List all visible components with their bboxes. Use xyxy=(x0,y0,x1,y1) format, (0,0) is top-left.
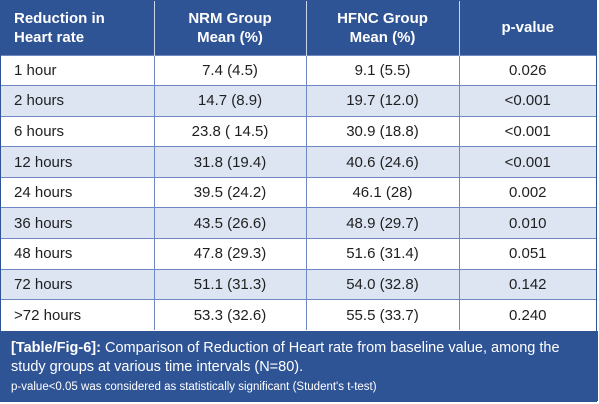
cell-time-interval: 6 hours xyxy=(1,115,155,147)
cell-hfnc-mean: 30.9 (18.8) xyxy=(306,115,460,147)
cell-p-value: 0.142 xyxy=(459,268,596,300)
table-caption: [Table/Fig-6]: Comparison of Reduction o… xyxy=(1,331,598,401)
cell-nrm-mean: 47.8 (29.3) xyxy=(154,238,307,270)
cell-time-interval: >72 hours xyxy=(1,299,155,331)
cell-p-value: 0.051 xyxy=(459,238,596,270)
cell-time-interval: 72 hours xyxy=(1,268,155,300)
data-table: Reduction in Heart rate NRM Group Mean (… xyxy=(1,1,596,331)
header-hfnc-group: HFNC Group Mean (%) xyxy=(306,1,460,55)
header-row: Reduction in Heart rate NRM Group Mean (… xyxy=(1,1,596,55)
table-row: 2 hours 14.7 (8.9) 19.7 (12.0) <0.001 xyxy=(1,85,596,117)
cell-p-value: 0.002 xyxy=(459,176,596,208)
cell-hfnc-mean: 40.6 (24.6) xyxy=(306,146,460,178)
cell-nrm-mean: 31.8 (19.4) xyxy=(154,146,307,178)
cell-p-value: <0.001 xyxy=(459,85,596,117)
table-row: 1 hour 7.4 (4.5) 9.1 (5.5) 0.026 xyxy=(1,54,596,86)
cell-time-interval: 12 hours xyxy=(1,146,155,178)
table-row: 48 hours 47.8 (29.3) 51.6 (31.4) 0.051 xyxy=(1,238,596,270)
cell-time-interval: 2 hours xyxy=(1,85,155,117)
cell-nrm-mean: 43.5 (26.6) xyxy=(154,207,307,239)
table-row: >72 hours 53.3 (32.6) 55.5 (33.7) 0.240 xyxy=(1,299,596,331)
cell-nrm-mean: 7.4 (4.5) xyxy=(154,54,307,86)
table-row: 72 hours 51.1 (31.3) 54.0 (32.8) 0.142 xyxy=(1,268,596,300)
header-p-value: p-value xyxy=(501,19,554,37)
header-nrm-group: NRM Group Mean (%) xyxy=(154,1,307,55)
cell-time-interval: 48 hours xyxy=(1,238,155,270)
cell-time-interval: 36 hours xyxy=(1,207,155,239)
cell-hfnc-mean: 51.6 (31.4) xyxy=(306,238,460,270)
cell-nrm-mean: 51.1 (31.3) xyxy=(154,268,307,300)
cell-p-value: 0.010 xyxy=(459,207,596,239)
cell-p-value: <0.001 xyxy=(459,146,596,178)
cell-nrm-mean: 53.3 (32.6) xyxy=(154,299,307,331)
cell-p-value: 0.240 xyxy=(459,299,596,331)
table-row: 24 hours 39.5 (24.2) 46.1 (28) 0.002 xyxy=(1,176,596,208)
cell-hfnc-mean: 55.5 (33.7) xyxy=(306,299,460,331)
cell-p-value: 0.026 xyxy=(459,54,596,86)
caption-tag: [Table/Fig-6]: xyxy=(11,340,101,356)
cell-p-value: <0.001 xyxy=(459,115,596,147)
cell-nrm-mean: 23.8 ( 14.5) xyxy=(154,115,307,147)
cell-time-interval: 24 hours xyxy=(1,176,155,208)
caption-note: p-value<0.05 was considered as statistic… xyxy=(11,381,377,393)
cell-hfnc-mean: 46.1 (28) xyxy=(306,176,460,208)
cell-time-interval: 1 hour xyxy=(1,54,155,86)
cell-hfnc-mean: 9.1 (5.5) xyxy=(306,54,460,86)
cell-nrm-mean: 39.5 (24.2) xyxy=(154,176,307,208)
table-row: 12 hours 31.8 (19.4) 40.6 (24.6) <0.001 xyxy=(1,146,596,178)
cell-hfnc-mean: 48.9 (29.7) xyxy=(306,207,460,239)
caption-main: [Table/Fig-6]: Comparison of Reduction o… xyxy=(11,339,588,377)
cell-nrm-mean: 14.7 (8.9) xyxy=(154,85,307,117)
table-row: 36 hours 43.5 (26.6) 48.9 (29.7) 0.010 xyxy=(1,207,596,239)
caption-text: Comparison of Reduction of Heart rate fr… xyxy=(11,340,560,375)
cell-hfnc-mean: 54.0 (32.8) xyxy=(306,268,460,300)
table-row: 6 hours 23.8 ( 14.5) 30.9 (18.8) <0.001 xyxy=(1,115,596,147)
cell-hfnc-mean: 19.7 (12.0) xyxy=(306,85,460,117)
header-reduction-heart-rate: Reduction in Heart rate xyxy=(1,1,155,55)
